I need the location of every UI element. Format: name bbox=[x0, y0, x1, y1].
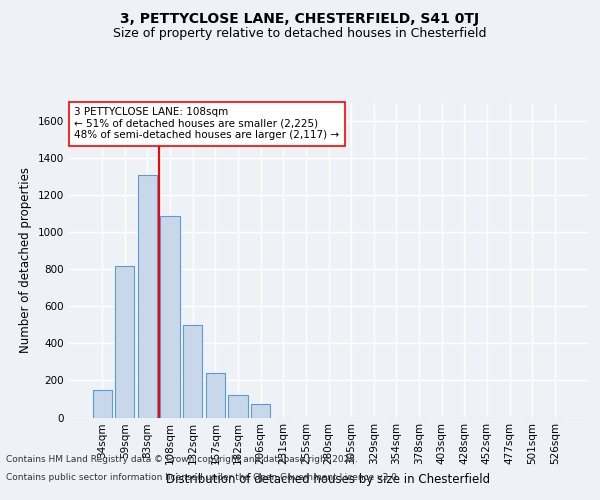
Bar bbox=[160, 216, 180, 418]
Y-axis label: Number of detached properties: Number of detached properties bbox=[19, 167, 32, 353]
Text: Size of property relative to detached houses in Chesterfield: Size of property relative to detached ho… bbox=[113, 28, 487, 40]
Bar bbox=[229, 396, 248, 417]
Text: Contains HM Land Registry data © Crown copyright and database right 2025.: Contains HM Land Registry data © Crown c… bbox=[6, 455, 358, 464]
Bar bbox=[138, 175, 157, 418]
X-axis label: Distribution of detached houses by size in Chesterfield: Distribution of detached houses by size … bbox=[166, 473, 491, 486]
Bar bbox=[251, 404, 270, 417]
Bar bbox=[183, 325, 202, 418]
Bar bbox=[92, 390, 112, 417]
Text: 3, PETTYCLOSE LANE, CHESTERFIELD, S41 0TJ: 3, PETTYCLOSE LANE, CHESTERFIELD, S41 0T… bbox=[121, 12, 479, 26]
Bar bbox=[115, 266, 134, 418]
Bar bbox=[206, 373, 225, 418]
Text: 3 PETTYCLOSE LANE: 108sqm
← 51% of detached houses are smaller (2,225)
48% of se: 3 PETTYCLOSE LANE: 108sqm ← 51% of detac… bbox=[74, 107, 340, 140]
Text: Contains public sector information licensed under the Open Government Licence v3: Contains public sector information licen… bbox=[6, 472, 400, 482]
